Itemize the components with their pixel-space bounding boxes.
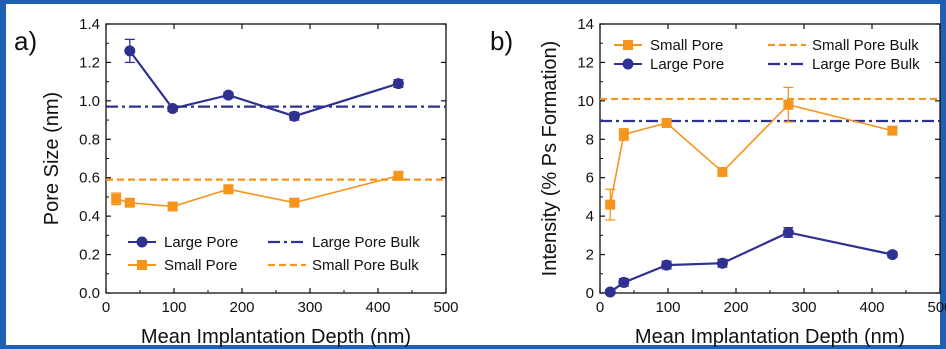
panel-b-series-large-pore-point [661, 259, 673, 271]
panel-b-legend-small-pore-swatch-marker [623, 40, 633, 50]
panel-a-series-small-pore-point [393, 170, 404, 181]
panel-b-panel-label: b) [490, 26, 513, 56]
panel-b-series-small-pore-point [661, 117, 672, 128]
panel-a-y-tick-label: 1.2 [79, 54, 100, 71]
panel-a-x-tick-label: 200 [229, 299, 254, 316]
panel-b-series-large-pore-point [782, 226, 794, 238]
panel-b-series-large-pore-point [604, 286, 616, 298]
panel-b-x-tick-label: 500 [927, 299, 946, 316]
panel-a-y-tick-label: 1.4 [79, 16, 100, 33]
panel-b-x-tick-label: 0 [596, 299, 604, 316]
panel-b-legend-large-pore-bulk-label: Large Pore Bulk [812, 56, 920, 73]
panel-a-y-tick-label: 0.8 [79, 131, 100, 148]
panel-b-legend-large-pore-swatch-marker [622, 58, 634, 70]
panel-a-x-tick-label: 400 [365, 299, 390, 316]
panel-a-series-large-pore-point [288, 110, 300, 122]
panel-b-x-tick-label: 100 [655, 299, 680, 316]
panel-b-y-tick-label: 14 [577, 16, 594, 33]
panel-a-panel-label: a) [14, 26, 37, 56]
panel-b-series-large-pore-point [716, 257, 728, 269]
panel-b-series-small-pore-point [717, 166, 728, 177]
panel-b-y-tick-label: 8 [586, 131, 594, 148]
panel-b-y-tick-label: 0 [586, 285, 594, 302]
panel-a-x-tick-label: 0 [102, 299, 110, 316]
panel-b-y-tick-label: 12 [577, 54, 594, 71]
panel-a-x-tick-label: 300 [297, 299, 322, 316]
panel-a-y-tick-label: 0.4 [79, 208, 100, 225]
panel-a-y-tick-label: 0.0 [79, 285, 100, 302]
panel-b-series-small-pore-line [609, 103, 893, 205]
panel-a-series-large-pore-point [222, 89, 234, 101]
panel-b-y-tick-label: 2 [586, 247, 594, 264]
panel-a-x-tick-label: 100 [161, 299, 186, 316]
panel-a-series-small-pore-point [223, 184, 234, 195]
panel-a-legend-small-pore-swatch-marker [137, 260, 147, 270]
panel-b-series-small-pore-point [887, 125, 898, 136]
panel-a-plot-area [105, 23, 447, 294]
panel-b-x-tick-label: 300 [791, 299, 816, 316]
panel-a-series-small-pore-point [289, 197, 300, 208]
panel-a-x-axis-title: Mean Implantation Depth (nm) [141, 326, 411, 348]
panel-b-legend-small-pore-label: Small Pore [650, 37, 723, 54]
panel-a-series-small-pore-point [111, 193, 122, 204]
panel-a-series-small-pore-point [124, 197, 135, 208]
panel-a-series-large-pore-point [167, 103, 179, 115]
panel-b-y-tick-label: 4 [586, 208, 594, 225]
panel-a-x-tick-label: 500 [433, 299, 458, 316]
panel-b-y-axis-title: Intensity (% Ps Formation) [539, 41, 561, 277]
panel-b-legend-small-pore-bulk-label: Small Pore Bulk [812, 37, 919, 54]
panel-a-series-small-pore-line [115, 175, 399, 208]
panel-b-series-large-pore-point [886, 249, 898, 261]
panel-b-series-small-pore-point [783, 99, 794, 110]
panel-a-y-tick-label: 0.6 [79, 170, 100, 187]
panel-b-x-tick-label: 400 [859, 299, 884, 316]
panel-a-series-large-pore-point [124, 45, 136, 57]
panel-b-y-tick-label: 6 [586, 170, 594, 187]
panel-b-series-small-pore-point [605, 199, 616, 210]
panel-b-legend-large-pore-label: Large Pore [650, 56, 724, 73]
panel-a-series-small-pore-point [167, 201, 178, 212]
panel-b-y-tick-label: 10 [577, 93, 594, 110]
panel-a-y-tick-label: 1.0 [79, 93, 100, 110]
panel-a-y-axis-title: Pore Size (nm) [41, 92, 63, 225]
panel-a-legend-small-pore-label: Small Pore [164, 257, 237, 274]
panel-a-legend-large-pore-swatch-marker [136, 236, 148, 248]
panel-a-legend-large-pore-bulk-label: Large Pore Bulk [312, 234, 420, 251]
panel-b-x-axis-title: Mean Implantation Depth (nm) [635, 326, 905, 348]
panel-a-legend-large-pore-label: Large Pore [164, 234, 238, 251]
panel-b-series-small-pore-point [618, 129, 629, 140]
panel-a-legend-small-pore-bulk-label: Small Pore Bulk [312, 257, 419, 274]
panel-b-series-large-pore-line [609, 231, 893, 293]
panel-a-y-tick-label: 0.2 [79, 247, 100, 264]
panel-b-series-large-pore-point [618, 276, 630, 288]
panel-b-x-tick-label: 200 [723, 299, 748, 316]
panel-a-series-large-pore-point [392, 78, 404, 90]
